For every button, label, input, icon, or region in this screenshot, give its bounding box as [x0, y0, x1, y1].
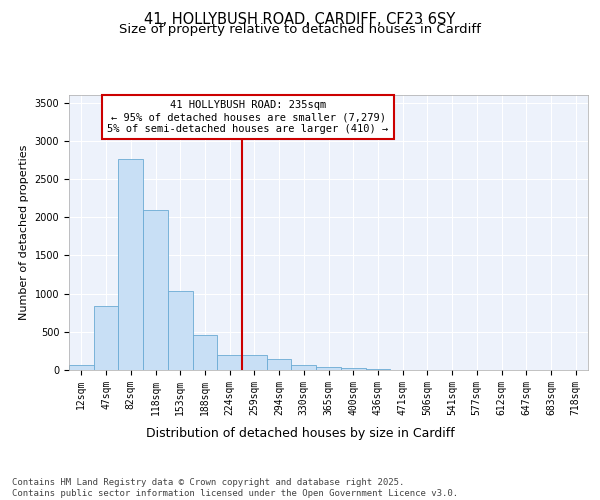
Bar	[143, 210, 168, 370]
Y-axis label: Number of detached properties: Number of detached properties	[19, 145, 29, 320]
Bar	[168, 292, 193, 370]
Bar	[292, 366, 316, 370]
Text: Size of property relative to detached houses in Cardiff: Size of property relative to detached ho…	[119, 22, 481, 36]
Text: 41, HOLLYBUSH ROAD, CARDIFF, CF23 6SY: 41, HOLLYBUSH ROAD, CARDIFF, CF23 6SY	[145, 12, 455, 28]
Bar	[118, 159, 143, 370]
Bar	[217, 354, 242, 370]
Bar	[94, 306, 118, 370]
Bar	[316, 366, 341, 370]
Bar	[267, 360, 292, 370]
Bar	[69, 366, 94, 370]
Text: Contains HM Land Registry data © Crown copyright and database right 2025.
Contai: Contains HM Land Registry data © Crown c…	[12, 478, 458, 498]
Bar	[242, 354, 267, 370]
Bar	[341, 368, 365, 370]
Text: Distribution of detached houses by size in Cardiff: Distribution of detached houses by size …	[146, 428, 454, 440]
Bar	[193, 335, 217, 370]
Text: 41 HOLLYBUSH ROAD: 235sqm
← 95% of detached houses are smaller (7,279)
5% of sem: 41 HOLLYBUSH ROAD: 235sqm ← 95% of detac…	[107, 100, 389, 134]
